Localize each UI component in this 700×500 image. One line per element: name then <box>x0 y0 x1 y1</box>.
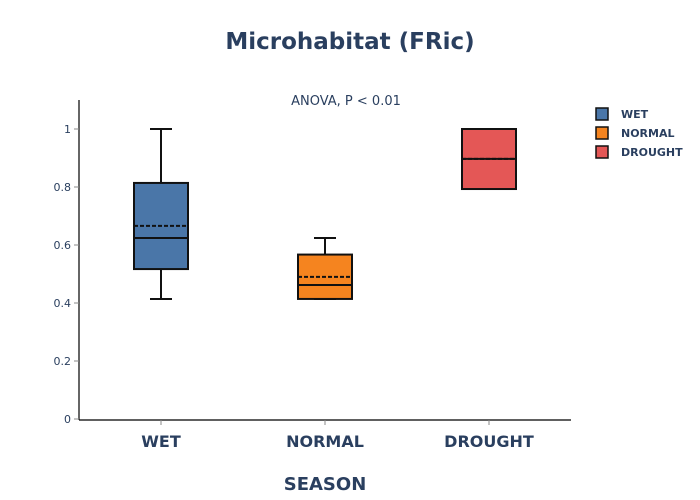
box-wet <box>133 128 189 300</box>
chart-title: Microhabitat (FRic) <box>225 29 474 55</box>
legend-label: WET <box>621 108 649 121</box>
y-tick-label: 1 <box>64 123 71 136</box>
x-axis-title: SEASON <box>284 474 367 495</box>
y-tick-label: 0 <box>64 413 71 426</box>
y-tick-label: 0.8 <box>54 181 72 194</box>
x-tick-label: NORMAL <box>286 432 364 451</box>
box-drought <box>461 128 517 191</box>
legend-label: NORMAL <box>621 127 675 140</box>
legend-swatch <box>595 126 609 140</box>
y-tick-label: 0.6 <box>54 239 72 252</box>
legend-swatch <box>595 145 609 159</box>
legend-swatch <box>595 107 609 121</box>
x-tick-label: DROUGHT <box>444 432 534 451</box>
x-tick-label: WET <box>141 432 181 451</box>
y-tick-label: 0.4 <box>54 297 72 310</box>
box-normal <box>297 237 353 300</box>
y-tick-label: 0.2 <box>54 355 72 368</box>
anova-annotation: ANOVA, P < 0.01 <box>291 94 401 109</box>
legend-label: DROUGHT <box>621 146 683 159</box>
